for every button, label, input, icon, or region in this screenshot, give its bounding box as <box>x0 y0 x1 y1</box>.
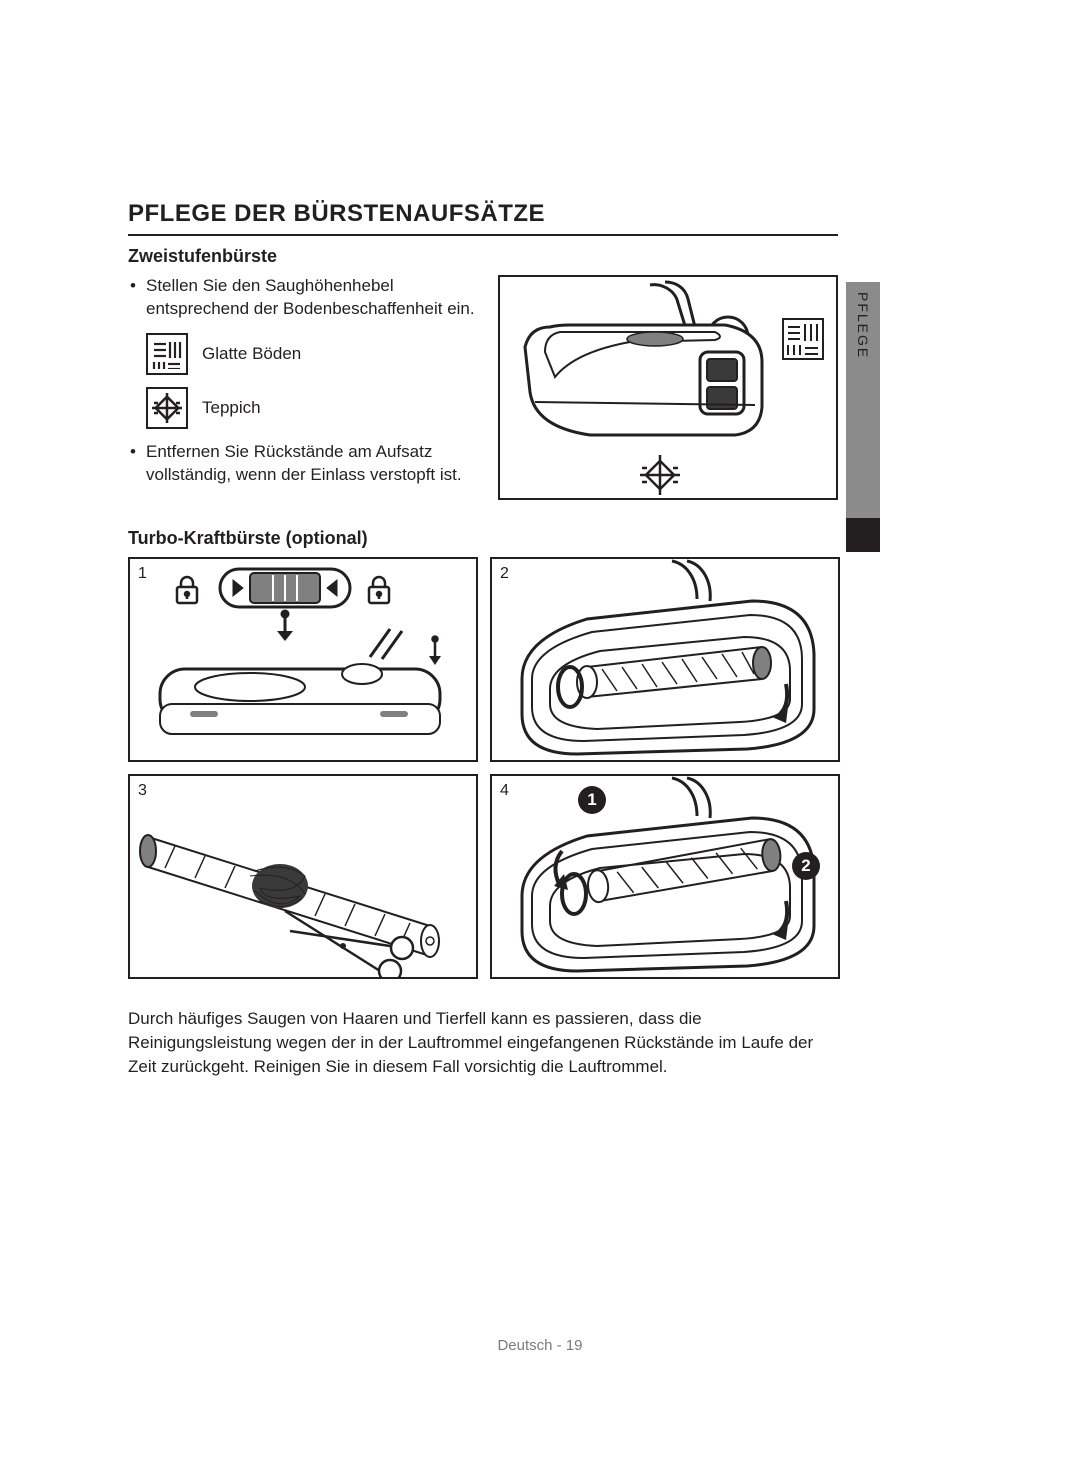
section2-heading: Turbo-Kraftbürste (optional) <box>128 528 838 549</box>
brush-head-illustration <box>498 275 838 500</box>
section1-columns: Stellen Sie den Saughöhenhebel entsprech… <box>128 275 838 500</box>
icon-row-carpet: Teppich <box>128 387 478 429</box>
section1-heading: Zweistufenbürste <box>128 246 838 267</box>
carpet-label: Teppich <box>202 398 261 418</box>
section1-illustration <box>498 275 838 500</box>
bullet-item: Stellen Sie den Saughöhenhebel entsprech… <box>128 275 478 321</box>
side-tab-light: PFLEGE <box>846 282 880 518</box>
side-tab-label: PFLEGE <box>855 292 871 359</box>
circled-number-icon: 1 <box>578 786 606 814</box>
footer-language: Deutsch <box>497 1337 552 1354</box>
turbo-step-2: 2 <box>490 557 840 762</box>
bullet-item: Entfernen Sie Rückstände am Aufsatz voll… <box>128 441 478 487</box>
icon-row-smooth: Glatte Böden <box>128 333 478 375</box>
side-tab: PFLEGE <box>846 282 880 552</box>
step-number: 3 <box>138 782 147 800</box>
circled-number-icon: 2 <box>792 852 820 880</box>
smooth-floor-label: Glatte Böden <box>202 344 301 364</box>
smooth-floor-icon <box>146 333 188 375</box>
bullet-list: Stellen Sie den Saughöhenhebel entsprech… <box>128 275 478 321</box>
section2-body-text: Durch häufiges Saugen von Haaren und Tie… <box>128 1007 838 1078</box>
section1-text: Stellen Sie den Saughöhenhebel entsprech… <box>128 275 478 500</box>
page-title: PFLEGE DER BÜRSTENAUFSÄTZE <box>128 200 838 236</box>
page-footer: Deutsch - 19 <box>0 1337 1080 1354</box>
turbo-step-3: 3 <box>128 774 478 979</box>
side-tab-dark <box>846 518 880 552</box>
footer-sep: - <box>553 1337 566 1354</box>
turbo-step-1: 1 <box>128 557 478 762</box>
step-number: 2 <box>500 565 509 583</box>
step-number: 4 <box>500 782 509 800</box>
page-content: PFLEGE DER BÜRSTENAUFSÄTZE Zweistufenbür… <box>128 200 838 1078</box>
turbo-step-4: 4 1 2 <box>490 774 840 979</box>
step-number: 1 <box>138 565 147 583</box>
footer-page-number: 19 <box>566 1337 583 1354</box>
bullet-list-2: Entfernen Sie Rückstände am Aufsatz voll… <box>128 441 478 487</box>
turbo-grid: 1 <box>128 557 838 979</box>
carpet-icon <box>146 387 188 429</box>
